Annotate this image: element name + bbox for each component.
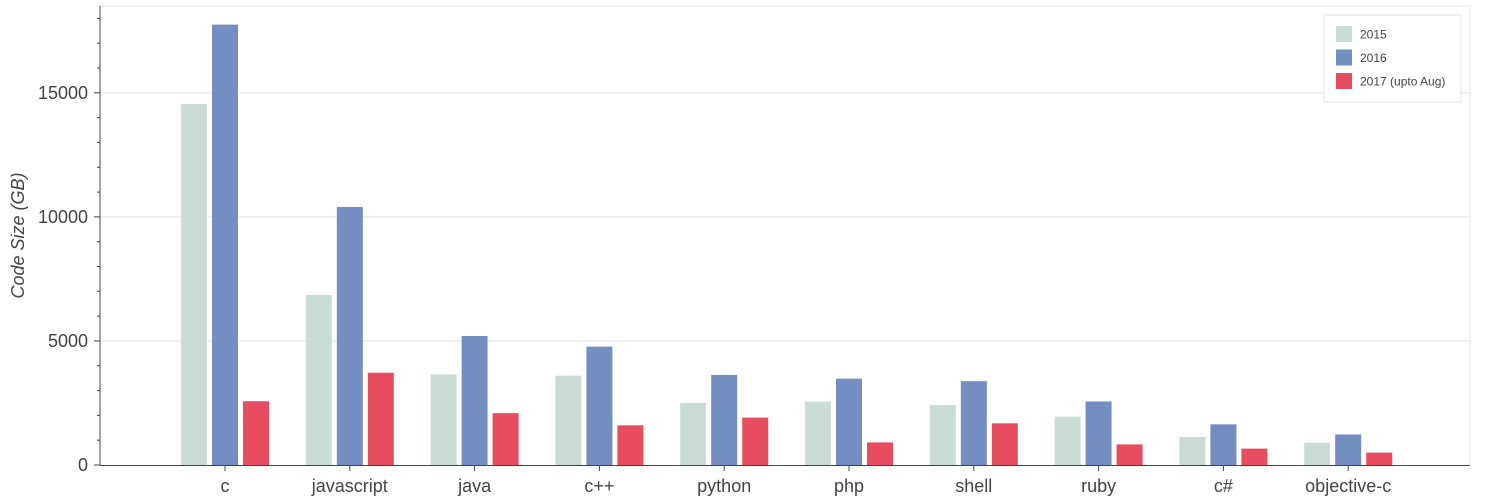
bar-objective-c-series-1	[1335, 434, 1362, 465]
bar-shell-series-1	[960, 381, 987, 465]
y-tick-label-0: 0	[78, 455, 88, 475]
bar-php-series-0	[805, 401, 831, 465]
x-tick-label-c#: c#	[1214, 476, 1233, 496]
bar-c#-series-2	[1241, 448, 1268, 465]
bar-c++-series-2	[617, 425, 644, 465]
axes	[94, 6, 1470, 471]
bar-python-series-2	[742, 417, 769, 465]
bar-python-series-0	[680, 402, 707, 465]
bar-ruby-series-2	[1116, 444, 1143, 465]
bar-javascript-series-1	[336, 206, 363, 465]
bar-ruby-series-0	[1054, 416, 1081, 465]
x-tick-label-javascript: javascript	[311, 476, 388, 496]
x-tick-label-shell: shell	[955, 476, 992, 496]
bar-c++-series-0	[555, 375, 582, 465]
bar-c#-series-1	[1210, 424, 1237, 465]
grid-lines	[100, 5, 1471, 465]
y-tick-label-1: 5000	[48, 331, 88, 351]
x-tick-label-ruby: ruby	[1081, 476, 1116, 496]
x-tick-label-c: c	[221, 476, 230, 496]
bar-shell-series-2	[991, 423, 1018, 465]
bar-c#-series-0	[1179, 436, 1206, 465]
y-tick-label-2: 10000	[38, 207, 88, 227]
bar-c-series-2	[243, 401, 269, 465]
bar-python-series-1	[711, 374, 738, 465]
x-tick-label-php: php	[834, 476, 864, 496]
y-axis-title: Code Size (GB)	[8, 172, 28, 298]
legend-label-0: 2015	[1360, 28, 1387, 42]
legend-label-1: 2016	[1360, 51, 1387, 65]
bar-java-series-1	[461, 335, 488, 465]
bar-php-series-2	[867, 442, 893, 465]
bar-java-series-2	[492, 413, 519, 465]
legend-swatch-1	[1336, 49, 1352, 66]
bar-shell-series-0	[929, 404, 956, 465]
tick-labels: 0 5000 10000 15000 c javascript java c++ python p…	[38, 83, 1391, 496]
bar-c-series-1	[212, 24, 238, 466]
bar-c++-series-1	[586, 346, 613, 465]
bar-objective-c-series-2	[1366, 452, 1393, 465]
x-tick-label-c++: c++	[584, 476, 614, 496]
x-tick-label-python: python	[697, 476, 751, 496]
bar-javascript-series-0	[305, 295, 332, 465]
legend-swatch-2	[1336, 73, 1352, 89]
bar-ruby-series-1	[1085, 401, 1112, 465]
legend-label-2: 2017 (upto Aug)	[1360, 75, 1445, 89]
bar-c-series-0	[181, 104, 207, 466]
bar-java-series-0	[430, 374, 457, 465]
legend-swatch-0	[1336, 26, 1352, 42]
bar-objective-c-series-0	[1304, 442, 1331, 465]
legend: 2015 2016 2017 (upto Aug)	[1323, 14, 1462, 103]
x-tick-label-java: java	[457, 476, 492, 496]
y-tick-label-3: 15000	[38, 83, 88, 103]
bar-php-series-1	[836, 378, 862, 465]
bars	[181, 24, 1393, 466]
x-tick-label-objective-c: objective-c	[1305, 476, 1391, 496]
bar-javascript-series-2	[367, 372, 394, 465]
